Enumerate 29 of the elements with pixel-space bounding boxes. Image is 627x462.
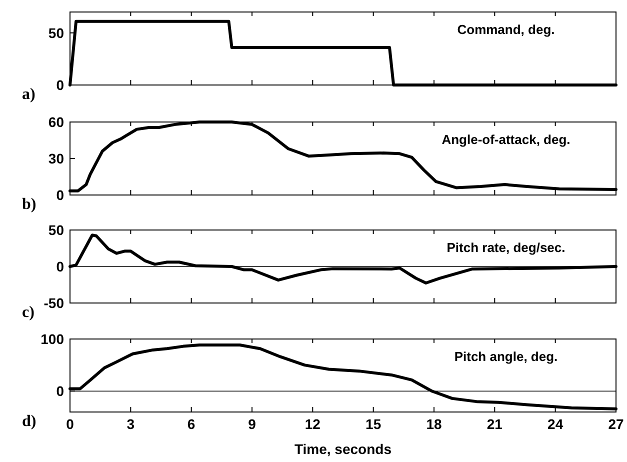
y-tick-label: 50 [48,24,64,41]
y-tick-label: 100 [40,330,64,347]
y-tick-label: 50 [48,222,64,238]
x-tick-label: 18 [426,416,442,432]
text: Command, deg. [457,22,555,37]
text: Pitch angle, deg. [454,349,558,364]
x-tick-label: 27 [608,416,624,432]
y-tick-label: 30 [48,150,64,166]
text: d) [22,413,36,430]
y-tick-label: 0 [56,76,64,93]
x-tick-label: 15 [366,416,382,432]
x-axis-title: Time, seconds [294,441,392,457]
x-tick-label: 24 [548,416,564,432]
x-tick-label: 9 [248,416,256,432]
text: c) [22,304,34,321]
y-tick-label: -50 [44,294,64,311]
text: Pitch rate, deg/sec. [446,240,566,255]
text: b) [22,196,36,213]
y-tick-label: 0 [56,186,64,203]
x-tick-label: 12 [304,416,321,432]
y-tick-label: 0 [56,383,64,400]
text: Angle-of-attack, deg. [442,132,570,147]
x-tick-label: 6 [187,416,196,432]
y-tick-label: 60 [48,114,64,130]
x-tick-label: 3 [126,416,135,432]
y-tick-label: 0 [56,258,64,274]
x-tick-label: 21 [486,416,503,432]
x-tick-label: 0 [66,416,74,432]
text: a) [22,86,36,103]
